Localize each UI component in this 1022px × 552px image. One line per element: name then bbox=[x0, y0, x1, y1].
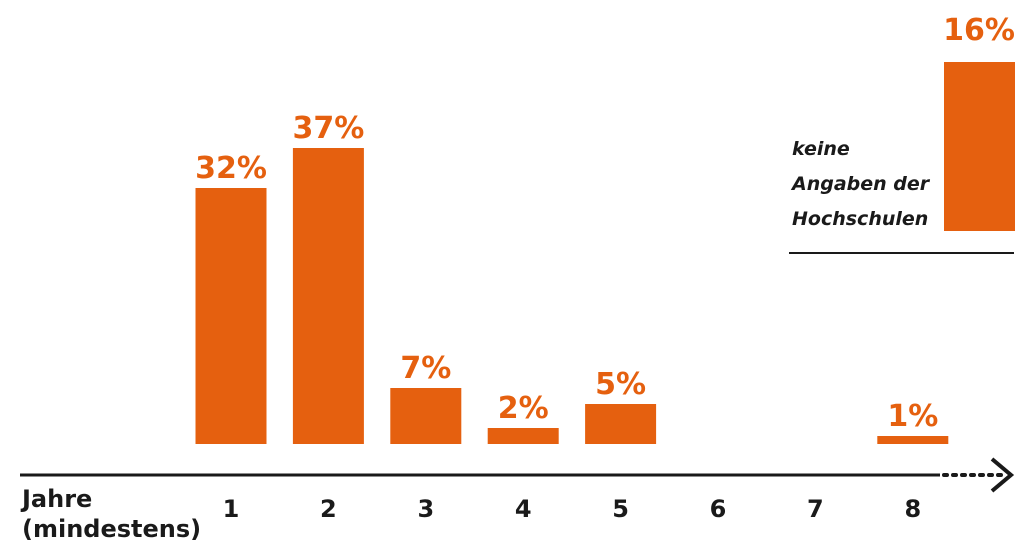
bar-value-label-no-answer: 16% bbox=[943, 13, 1015, 48]
bar-8 bbox=[877, 436, 949, 444]
bar-no-answer bbox=[944, 62, 1015, 231]
x-axis bbox=[20, 457, 1015, 493]
x-tick-label-2: 2 bbox=[320, 495, 337, 523]
bar-value-label-1: 32% bbox=[195, 151, 267, 186]
bars-group bbox=[195, 148, 949, 444]
x-tick-label-6: 6 bbox=[710, 495, 727, 523]
bar-value-label-2: 37% bbox=[292, 111, 364, 146]
no-answer-label-line3: Hochschulen bbox=[792, 208, 929, 230]
bar-value-label-8: 1% bbox=[887, 399, 938, 434]
no-answer-label: keine Angaben der Hochschulen bbox=[792, 132, 929, 237]
x-tick-label-7: 7 bbox=[807, 495, 824, 523]
x-axis-title-line2: (mindestens) bbox=[22, 515, 202, 543]
x-tick-labels: 1 2 3 4 5 6 7 8 bbox=[223, 495, 922, 523]
value-labels-group: 32% 37% 7% 2% 5% 1% bbox=[195, 111, 938, 434]
bar-2 bbox=[292, 148, 364, 444]
bar-5 bbox=[585, 404, 657, 444]
x-tick-label-4: 4 bbox=[515, 495, 532, 523]
x-tick-label-1: 1 bbox=[223, 495, 240, 523]
x-tick-label-3: 3 bbox=[417, 495, 434, 523]
no-answer-group: 16% bbox=[789, 13, 1015, 254]
bar-4 bbox=[487, 428, 559, 444]
x-axis-title-line1: Jahre bbox=[22, 485, 93, 513]
bar-value-label-3: 7% bbox=[400, 351, 451, 386]
no-answer-label-line2: Angaben der bbox=[792, 173, 930, 195]
x-axis-title: Jahre (mindestens) bbox=[22, 484, 201, 544]
no-answer-label-line1: keine bbox=[792, 138, 850, 160]
x-tick-label-5: 5 bbox=[612, 495, 629, 523]
bar-3 bbox=[390, 388, 462, 444]
bar-value-label-4: 2% bbox=[498, 391, 549, 426]
bar-value-label-5: 5% bbox=[595, 367, 646, 402]
x-tick-label-8: 8 bbox=[904, 495, 921, 523]
x-axis-arrow-icon bbox=[990, 457, 1015, 493]
bar-1 bbox=[195, 188, 267, 444]
